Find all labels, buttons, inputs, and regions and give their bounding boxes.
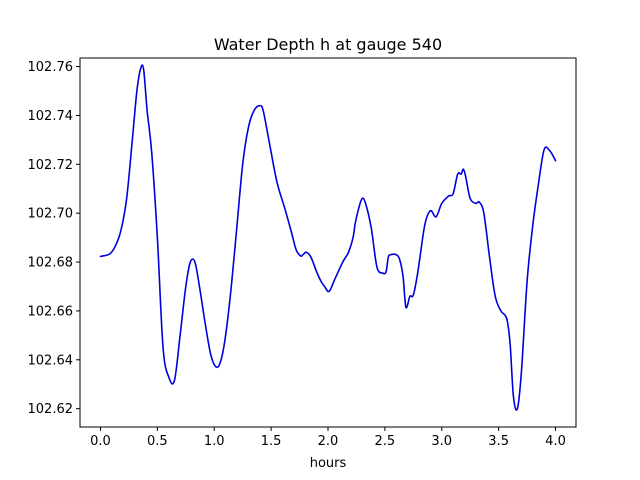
y-tick-label: 102.64	[28, 353, 74, 368]
x-tick-label: 0.0	[90, 434, 111, 449]
x-tick-label: 4.0	[545, 434, 566, 449]
y-tick-label: 102.72	[28, 158, 74, 173]
x-tick-label: 1.0	[204, 434, 225, 449]
plot-area	[80, 58, 576, 427]
x-tick-label: 0.5	[147, 434, 168, 449]
x-axis-ticks: 0.0 0.5 1.0 1.5 2.0 2.5 3.0 3.5 4.0	[90, 427, 566, 449]
y-tick-label: 102.74	[28, 109, 74, 124]
x-tick-label: 3.0	[431, 434, 452, 449]
x-tick-label: 2.0	[318, 434, 339, 449]
y-tick-label: 102.68	[28, 256, 74, 271]
y-tick-label: 102.70	[28, 207, 74, 222]
plot-frame	[79, 57, 577, 428]
x-tick-label: 1.5	[261, 434, 282, 449]
y-tick-label: 102.66	[28, 304, 74, 319]
x-axis-label: hours	[310, 456, 347, 471]
x-tick-label: 2.5	[375, 434, 396, 449]
series-line	[99, 64, 557, 411]
chart-title: Water Depth h at gauge 540	[214, 35, 442, 54]
x-tick-label: 3.5	[488, 434, 509, 449]
y-tick-label: 102.62	[28, 402, 74, 417]
y-tick-label: 102.76	[28, 60, 74, 75]
y-axis-ticks: 102.62 102.64 102.66 102.68 102.70 102.72 102.…	[28, 60, 80, 417]
